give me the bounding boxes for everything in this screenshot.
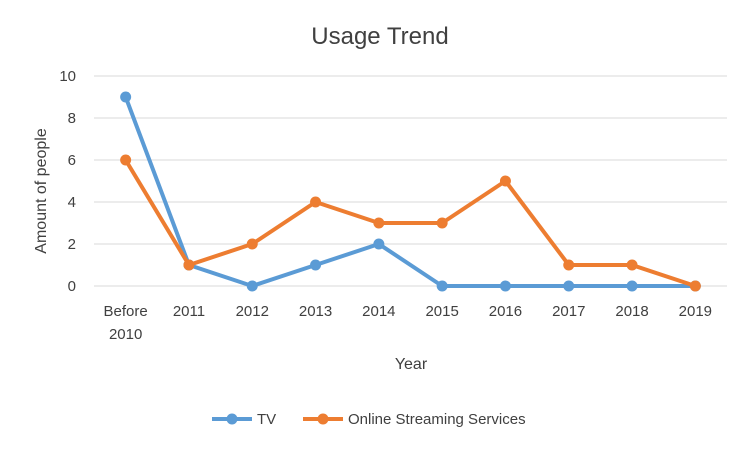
data-point-tv — [246, 280, 258, 292]
data-point-tv — [436, 280, 448, 292]
y-tick-label: 2 — [68, 236, 76, 253]
legend-swatch-marker — [226, 413, 238, 425]
y-axis-ticks: 0 2 4 6 8 10 — [59, 68, 76, 295]
x-tick-label: 2011 — [173, 303, 205, 320]
data-point-online-streaming-services — [373, 217, 385, 229]
x-tick-label: 2012 — [236, 303, 269, 320]
data-point-online-streaming-services — [436, 217, 448, 229]
x-tick-label: 2014 — [362, 303, 395, 320]
y-tick-label: 8 — [68, 110, 76, 127]
x-tick-label: 2019 — [679, 303, 712, 320]
data-point-tv — [310, 259, 322, 271]
x-axis-title: Year — [395, 356, 428, 373]
gridlines — [94, 75, 727, 287]
series-layer — [120, 91, 701, 292]
data-point-tv — [499, 280, 511, 292]
chart-title: Usage Trend — [311, 23, 448, 50]
y-tick-label: 10 — [59, 68, 76, 85]
data-point-tv — [373, 238, 385, 250]
legend-item-online-streaming-services: Online Streaming Services — [303, 411, 526, 428]
data-point-online-streaming-services — [626, 259, 638, 271]
legend-label: Online Streaming Services — [348, 411, 526, 428]
data-point-online-streaming-services — [120, 154, 132, 166]
x-tick-label: 2018 — [615, 303, 648, 320]
series-line-online-streaming-services — [123, 158, 698, 288]
x-axis-ticks: Before 2010 2011 2012 2013 2014 2015 2016 2017 20… — [104, 303, 712, 343]
y-axis-title: Amount of people — [33, 128, 50, 254]
x-tick-label: 2015 — [425, 303, 458, 320]
data-point-online-streaming-services — [499, 175, 511, 187]
y-tick-label: 6 — [68, 152, 76, 169]
y-tick-label: 0 — [68, 278, 76, 295]
series-tv — [120, 91, 701, 292]
y-tick-label: 4 — [68, 194, 76, 211]
data-point-online-streaming-services — [563, 259, 575, 271]
data-point-tv — [120, 91, 132, 103]
legend-swatch-marker — [317, 413, 329, 425]
legend: TV Online Streaming Services — [212, 411, 526, 428]
data-point-online-streaming-services — [689, 280, 701, 292]
x-tick-label: 2016 — [489, 303, 522, 320]
data-point-online-streaming-services — [246, 238, 258, 250]
x-tick-label: Before 2010 — [104, 303, 148, 343]
x-tick-label: 2013 — [299, 303, 332, 320]
series-online-streaming-services — [120, 154, 701, 292]
data-point-tv — [563, 280, 575, 292]
legend-label: TV — [257, 411, 276, 428]
data-point-online-streaming-services — [310, 196, 322, 208]
data-point-tv — [626, 280, 638, 292]
series-line-tv — [123, 95, 698, 288]
data-point-online-streaming-services — [183, 259, 195, 271]
x-tick-label: 2017 — [552, 303, 585, 320]
legend-item-tv: TV — [212, 411, 276, 428]
